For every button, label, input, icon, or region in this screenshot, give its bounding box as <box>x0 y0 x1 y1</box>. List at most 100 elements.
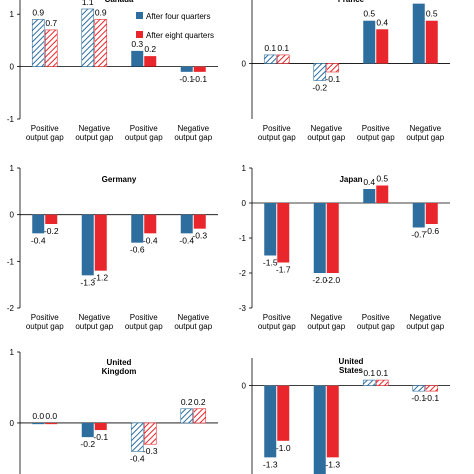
data-label: -1.7 <box>276 265 291 275</box>
category-label: output gap <box>75 322 113 331</box>
bar <box>376 29 389 64</box>
data-label: 0.9 <box>32 7 44 17</box>
chart-panel: 1 0 0.0 0.0 -0.2-0.1 -0.4-0.3 0.2 0.2 UnitedKing… <box>10 348 218 474</box>
bar <box>313 385 326 474</box>
data-label: -0.7 <box>411 230 426 240</box>
bar <box>412 3 425 64</box>
data-label: 0.1 <box>264 43 276 53</box>
category-label: output gap <box>26 322 64 331</box>
bar <box>193 214 206 229</box>
data-label: 0.0 <box>32 411 44 421</box>
data-label: 0.7 <box>45 18 57 28</box>
bar <box>81 8 95 67</box>
data-label: -0.3 <box>143 446 158 456</box>
chart-title: Germany <box>102 175 137 184</box>
category-label: output gap <box>26 133 64 142</box>
bar <box>131 50 144 67</box>
chart-title: Canada <box>105 0 134 4</box>
y-tick-label: 1 <box>10 164 15 173</box>
bar <box>180 214 193 234</box>
y-tick-label: 1 <box>242 164 247 173</box>
y-tick-label: 1 <box>10 10 15 19</box>
data-label: -0.2 <box>312 83 327 93</box>
data-label: -1.5 <box>263 258 278 268</box>
data-label: -0.4 <box>31 235 46 245</box>
data-label: 0.0 <box>45 411 57 421</box>
data-label: 0.5 <box>363 9 375 19</box>
bar <box>180 408 194 424</box>
y-tick-label: 1 <box>10 348 15 357</box>
category-label: Positive <box>362 313 391 322</box>
bar <box>263 54 277 64</box>
y-tick-label: 0 <box>242 59 247 68</box>
y-tick-label: 0 <box>10 211 15 220</box>
bar <box>143 422 157 445</box>
legend-label-four-quarters: After four quarters <box>146 12 210 21</box>
category-label: Negative <box>310 313 342 322</box>
bar <box>94 422 107 431</box>
category-label: Positive <box>130 313 159 322</box>
category-label: Positive <box>31 124 60 133</box>
category-label: Positive <box>263 313 292 322</box>
category-label: output gap <box>125 322 163 331</box>
bar <box>264 385 277 458</box>
data-label: 0.1 <box>376 368 388 378</box>
bar <box>264 203 277 256</box>
bar <box>313 203 326 273</box>
bar <box>81 214 94 276</box>
chart-title: States <box>339 366 364 375</box>
bar <box>412 203 425 228</box>
category-label: output gap <box>307 322 345 331</box>
bar <box>425 385 439 392</box>
y-tick-label: -3 <box>239 304 247 313</box>
y-tick-label: 0 <box>10 63 15 72</box>
data-label: 0.1 <box>277 43 289 53</box>
data-label: 0.4 <box>363 177 375 187</box>
category-label: Negative <box>409 124 441 133</box>
legend: After four quarters After eight quarters <box>136 12 214 40</box>
bar <box>32 214 45 234</box>
data-label: -0.1 <box>325 74 340 84</box>
y-tick-label: -1 <box>239 234 247 243</box>
chart-title: Kingdom <box>102 367 137 376</box>
y-tick-label: -1 <box>7 257 15 266</box>
y-tick-label: 0 <box>242 199 247 208</box>
data-label: -0.3 <box>192 231 207 241</box>
bar <box>375 379 389 386</box>
data-label: 0.7 <box>413 0 425 2</box>
data-label: -0.1 <box>424 393 439 403</box>
data-label: -0.1 <box>192 74 207 84</box>
bar <box>94 214 107 271</box>
category-label: Negative <box>177 124 209 133</box>
data-label: -0.4 <box>130 453 145 463</box>
bar <box>44 29 58 67</box>
data-label: 0.1 <box>363 368 375 378</box>
category-label: Positive <box>31 313 60 322</box>
category-label: output gap <box>357 322 395 331</box>
data-label: 0.5 <box>426 9 438 19</box>
bar <box>326 63 340 73</box>
data-label: -1.3 <box>325 459 340 469</box>
y-tick-label: -1 <box>7 115 15 124</box>
bar <box>45 422 58 425</box>
bar <box>362 379 376 386</box>
data-label: -0.1 <box>93 432 108 442</box>
data-label: -1.3 <box>80 277 95 287</box>
category-label: output gap <box>258 322 296 331</box>
bar <box>193 66 206 72</box>
legend-swatch-four-quarters <box>136 12 143 19</box>
data-label: 0.9 <box>95 7 107 17</box>
category-label: output gap <box>174 133 212 142</box>
legend-swatch-eight-quarters <box>136 31 143 38</box>
bar <box>425 203 438 224</box>
data-label: -0.2 <box>80 439 95 449</box>
bar <box>363 20 376 64</box>
data-label: 0.4 <box>376 17 388 27</box>
data-label: -0.2 <box>44 226 59 236</box>
bar <box>31 19 45 67</box>
category-label: output gap <box>258 133 296 142</box>
